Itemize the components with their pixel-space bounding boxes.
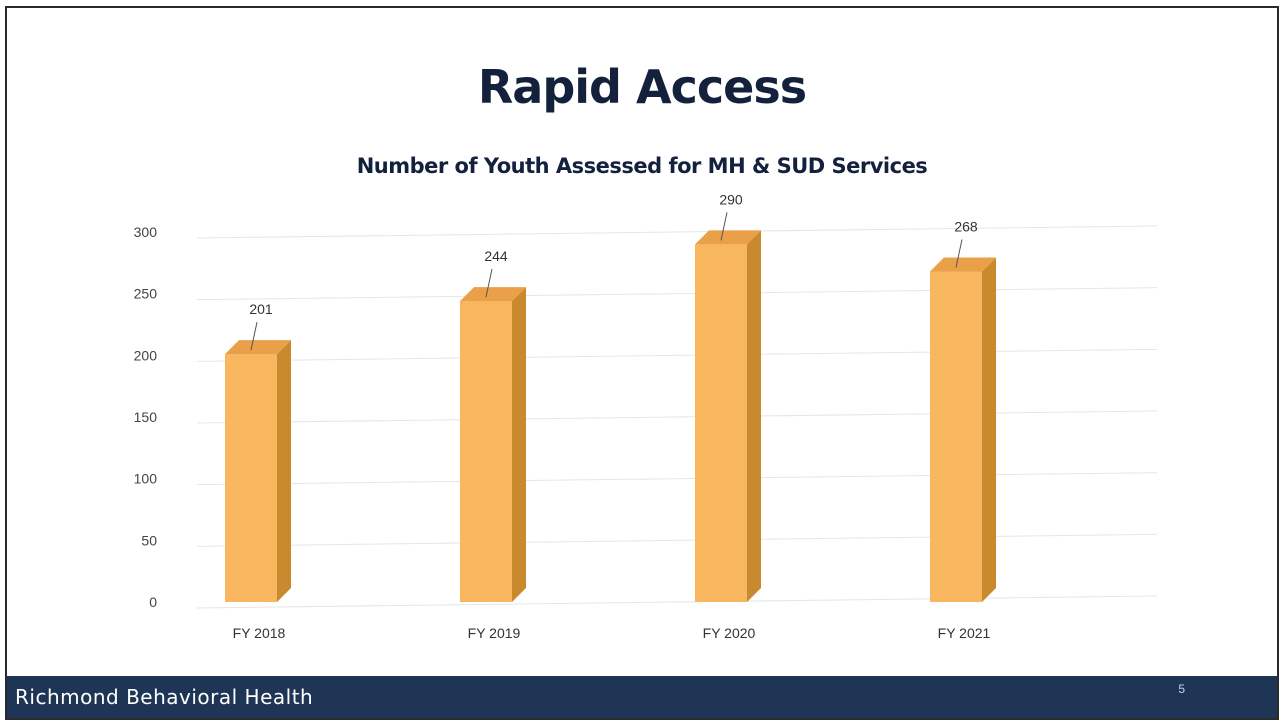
- gridline: [196, 348, 1158, 362]
- bar-top: [695, 230, 761, 245]
- bar-top: [930, 257, 996, 272]
- data-labels: 201 244 290 268: [249, 191, 978, 351]
- y-tick-label: 50: [141, 532, 157, 548]
- bar: [460, 301, 512, 602]
- gridline: [196, 533, 1158, 547]
- data-label: 290: [719, 191, 743, 207]
- data-label-leader: [955, 239, 963, 268]
- x-tick-label: FY 2021: [938, 625, 991, 641]
- data-label: 244: [484, 248, 508, 264]
- y-tick-label: 300: [134, 224, 158, 240]
- slide: Rapid Access Number of Youth Assessed fo…: [5, 6, 1279, 720]
- bar: [225, 354, 277, 602]
- gridline: [196, 410, 1158, 424]
- bar-top: [225, 340, 291, 355]
- bar-side: [747, 230, 761, 603]
- gridline: [196, 595, 1158, 609]
- gridlines: [196, 225, 1158, 609]
- data-label: 201: [249, 301, 273, 317]
- gridline: [196, 287, 1158, 301]
- bar-side: [982, 257, 996, 602]
- gridline: [196, 225, 1158, 239]
- data-label: 268: [954, 218, 978, 234]
- chart-title: Number of Youth Assessed for MH & SUD Se…: [356, 154, 928, 178]
- slide-title: Rapid Access: [477, 60, 807, 114]
- data-label-leader: [720, 212, 728, 241]
- bar-side: [277, 340, 291, 602]
- y-tick-label: 200: [134, 347, 158, 363]
- x-axis: FY 2018 FY 2019 FY 2020 FY 2021: [233, 625, 991, 641]
- y-tick-label: 100: [134, 471, 158, 487]
- data-label-leader: [485, 268, 493, 298]
- x-tick-label: FY 2018: [233, 625, 286, 641]
- x-tick-label: FY 2019: [468, 625, 521, 641]
- x-tick-label: FY 2020: [703, 625, 756, 641]
- y-tick-label: 150: [134, 409, 158, 425]
- bar: [930, 271, 982, 602]
- footer-org-name: Richmond Behavioral Health: [15, 685, 314, 709]
- data-label-leader: [250, 321, 258, 351]
- gridline: [196, 472, 1158, 486]
- y-tick-label: 0: [149, 594, 157, 610]
- bars: [225, 230, 996, 603]
- footer-bar: Richmond Behavioral Health 5: [7, 676, 1277, 718]
- y-tick-label: 250: [134, 286, 158, 302]
- bar-side: [512, 287, 526, 602]
- y-axis: 0 50 100 150 200 250 300: [134, 224, 158, 610]
- page-number: 5: [1178, 682, 1185, 696]
- bar-top: [460, 287, 526, 302]
- bar: [695, 244, 747, 603]
